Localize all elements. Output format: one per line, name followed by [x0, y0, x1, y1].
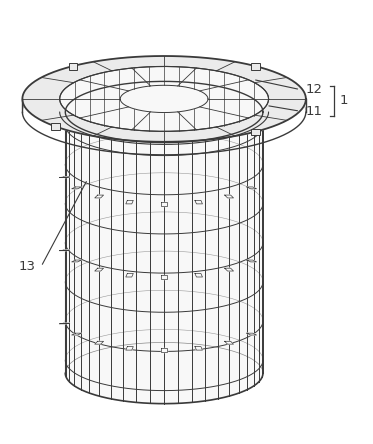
Polygon shape [59, 250, 70, 251]
Text: 1: 1 [339, 95, 348, 107]
Polygon shape [195, 200, 203, 204]
Polygon shape [65, 81, 263, 373]
Bar [251, 63, 260, 70]
Polygon shape [22, 56, 306, 142]
Polygon shape [72, 333, 82, 335]
Polygon shape [195, 274, 203, 277]
Polygon shape [126, 200, 133, 204]
Polygon shape [95, 268, 104, 271]
Polygon shape [225, 195, 233, 198]
Polygon shape [247, 187, 257, 189]
Bar [251, 129, 260, 135]
Polygon shape [195, 347, 203, 350]
Polygon shape [126, 274, 133, 277]
Polygon shape [161, 275, 167, 279]
Polygon shape [72, 260, 82, 262]
Bar [69, 63, 78, 70]
Polygon shape [247, 333, 257, 335]
Polygon shape [225, 268, 233, 271]
Text: 13: 13 [19, 260, 36, 273]
Polygon shape [72, 187, 82, 189]
Polygon shape [59, 323, 70, 324]
Polygon shape [161, 202, 167, 206]
Polygon shape [95, 195, 104, 198]
Polygon shape [59, 177, 70, 178]
Polygon shape [225, 341, 233, 344]
Polygon shape [161, 349, 167, 352]
Text: 12: 12 [306, 83, 323, 96]
Polygon shape [60, 67, 269, 131]
Polygon shape [65, 112, 263, 404]
Bar [51, 123, 60, 130]
Polygon shape [95, 341, 104, 344]
Polygon shape [126, 347, 133, 350]
Polygon shape [247, 260, 257, 262]
Text: 11: 11 [306, 105, 323, 118]
